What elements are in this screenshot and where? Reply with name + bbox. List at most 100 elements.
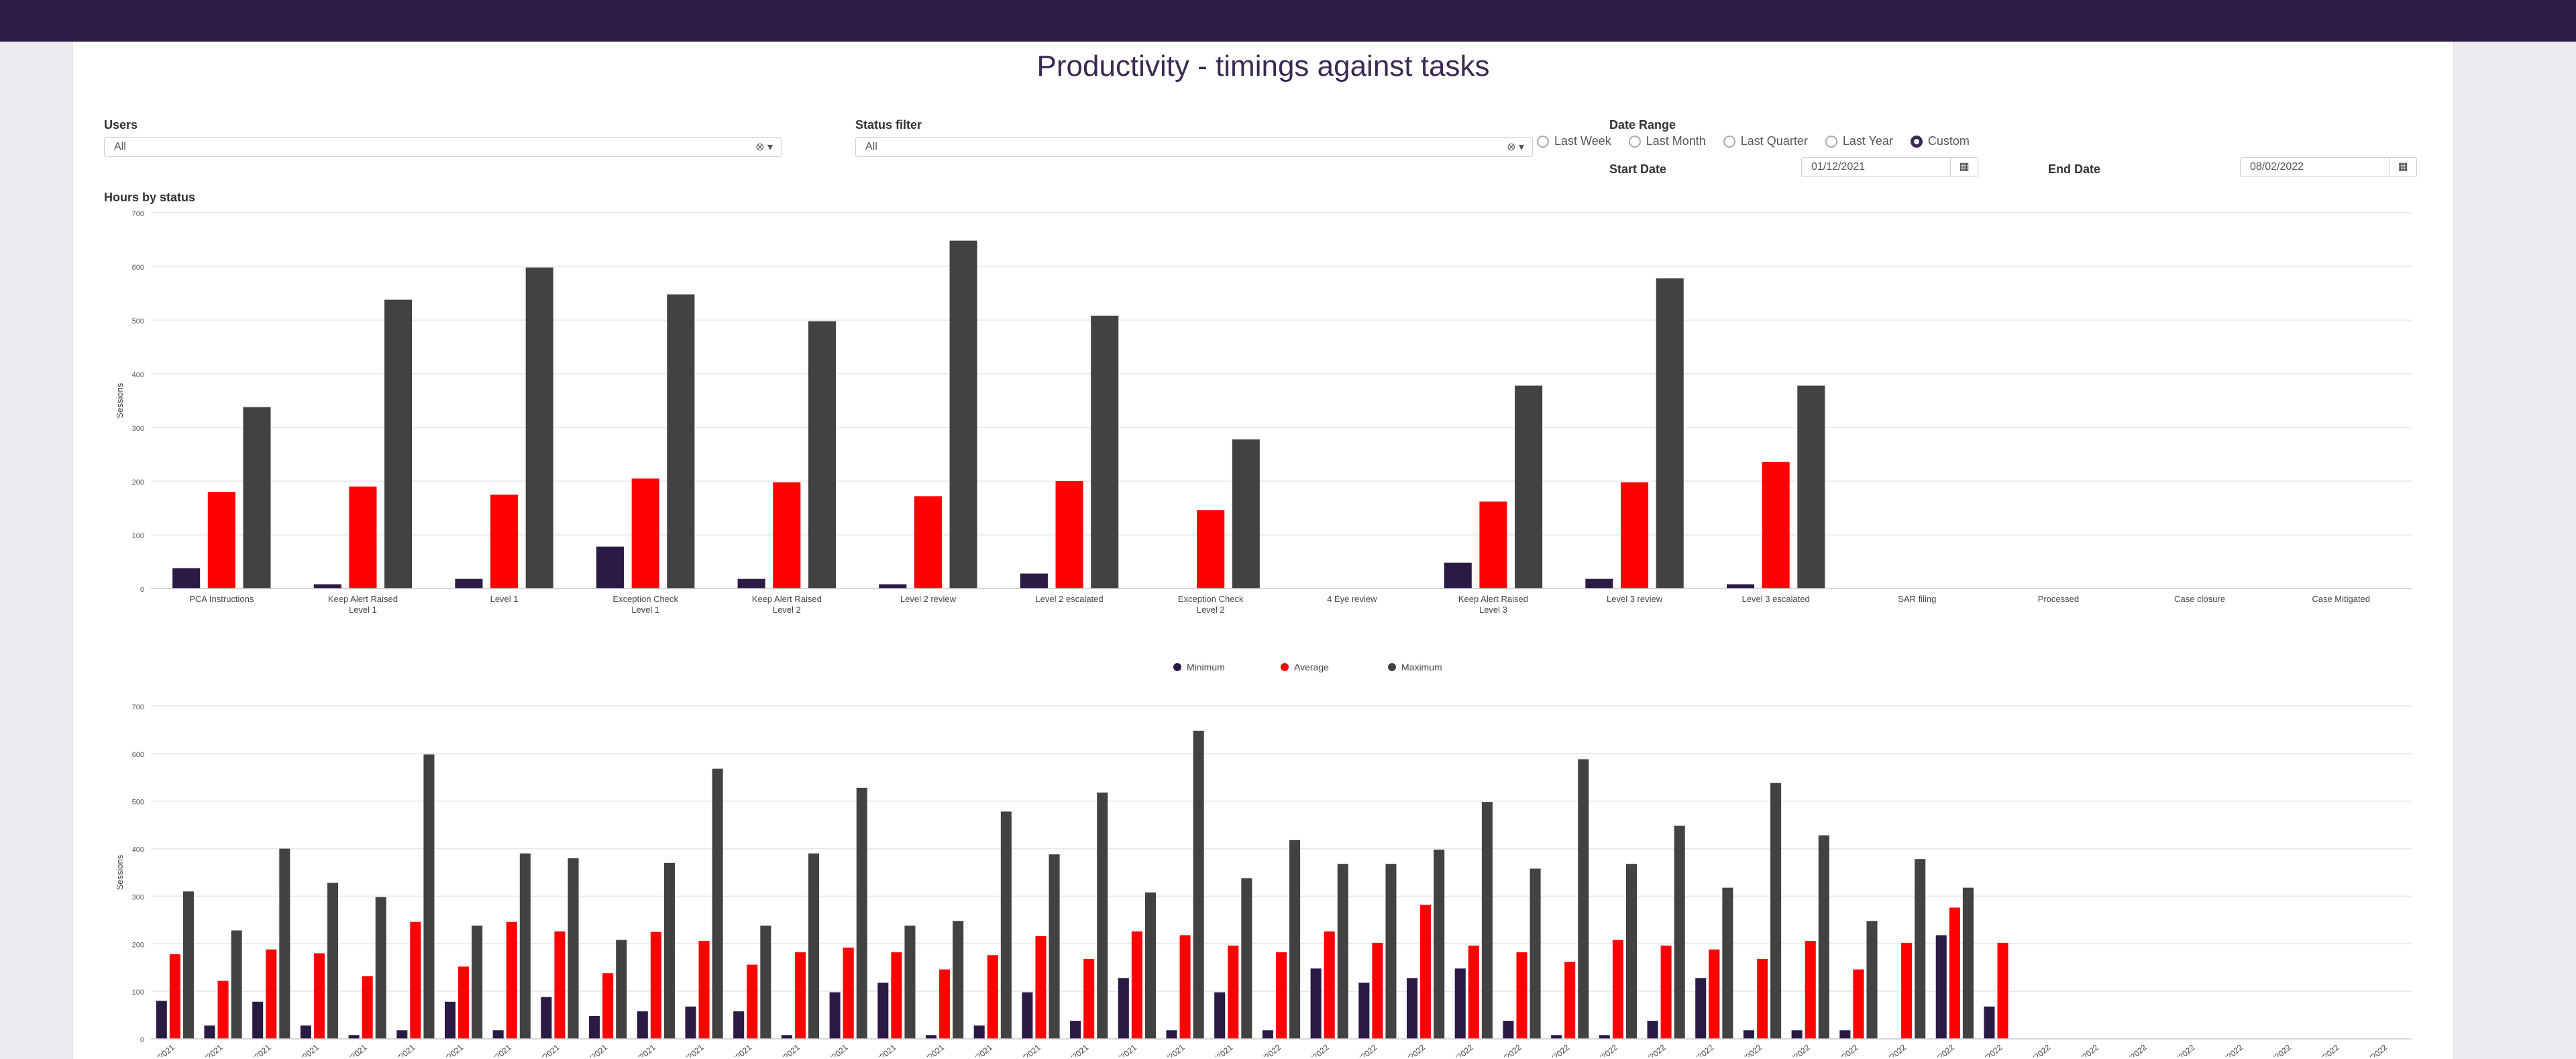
bar-minimum[interactable]: [444, 1001, 456, 1039]
bar-minimum[interactable]: [877, 982, 889, 1039]
bar-maximum[interactable]: [1578, 759, 1589, 1039]
bar-average[interactable]: [362, 976, 373, 1039]
bar-average[interactable]: [747, 964, 758, 1039]
bar-maximum[interactable]: [1625, 864, 1638, 1039]
bar-maximum[interactable]: [808, 321, 837, 589]
chevron-down-icon[interactable]: ⊗ ▾: [755, 142, 773, 153]
radio-custom[interactable]: Custom: [1910, 134, 1970, 148]
bar-minimum[interactable]: [1726, 584, 1755, 589]
radio-last-week[interactable]: Last Week: [1537, 134, 1611, 148]
bar-maximum[interactable]: [1481, 802, 1493, 1039]
bar-minimum[interactable]: [733, 1011, 745, 1039]
radio-last-year[interactable]: Last Year: [1825, 134, 1893, 148]
bar-average[interactable]: [843, 947, 854, 1039]
bar-minimum[interactable]: [1358, 982, 1370, 1039]
bar-maximum[interactable]: [384, 299, 413, 589]
bar-minimum[interactable]: [589, 1015, 600, 1039]
bar-maximum[interactable]: [1866, 921, 1878, 1039]
bar-maximum[interactable]: [327, 882, 339, 1039]
bar-minimum[interactable]: [313, 584, 341, 589]
bar-average[interactable]: [1997, 942, 2008, 1039]
bar-average[interactable]: [794, 952, 806, 1039]
bar-average[interactable]: [1324, 931, 1335, 1039]
bar-average[interactable]: [1228, 946, 1239, 1039]
legend-label-average[interactable]: Average: [1294, 662, 1329, 672]
bar-minimum[interactable]: [637, 1011, 648, 1039]
bar-minimum[interactable]: [1070, 1021, 1081, 1039]
bar-average[interactable]: [602, 973, 614, 1039]
radio-last-quarter[interactable]: Last Quarter: [1723, 134, 1808, 148]
bar-average[interactable]: [1853, 969, 1864, 1039]
status-filter-select[interactable]: All ⊗ ▾: [855, 137, 1533, 157]
bar-average[interactable]: [1083, 958, 1095, 1039]
bar-average[interactable]: [914, 496, 942, 589]
bar-minimum[interactable]: [1214, 992, 1226, 1039]
bar-maximum[interactable]: [375, 897, 386, 1039]
bar-average[interactable]: [1621, 482, 1649, 589]
bar-average[interactable]: [1805, 941, 1816, 1039]
bar-maximum[interactable]: [1674, 825, 1685, 1039]
bar-minimum[interactable]: [829, 992, 841, 1039]
bar-average[interactable]: [266, 949, 277, 1039]
bar-minimum[interactable]: [156, 1001, 167, 1039]
bar-maximum[interactable]: [568, 858, 579, 1039]
users-select[interactable]: All ⊗ ▾: [104, 137, 782, 157]
bar-maximum[interactable]: [1144, 892, 1157, 1039]
calendar-icon[interactable]: ▦: [1950, 158, 1978, 176]
bar-average[interactable]: [650, 931, 661, 1039]
bar-maximum[interactable]: [1962, 887, 1974, 1039]
bar-maximum[interactable]: [667, 294, 695, 589]
bar-maximum[interactable]: [1434, 849, 1445, 1039]
calendar-icon[interactable]: ▦: [2389, 158, 2416, 176]
bar-maximum[interactable]: [1818, 835, 1829, 1039]
bar-average[interactable]: [987, 955, 998, 1039]
bar-average[interactable]: [1275, 952, 1287, 1039]
bar-minimum[interactable]: [1839, 1030, 1851, 1039]
bar-minimum[interactable]: [1743, 1030, 1754, 1039]
bar-minimum[interactable]: [1791, 1030, 1803, 1039]
bar-minimum[interactable]: [1166, 1030, 1177, 1039]
bar-maximum[interactable]: [712, 768, 723, 1039]
radio-last-month[interactable]: Last Month: [1628, 134, 1706, 148]
bar-average[interactable]: [939, 969, 951, 1039]
bar-average[interactable]: [1055, 481, 1083, 589]
bar-average[interactable]: [410, 921, 421, 1039]
bar-minimum[interactable]: [1118, 978, 1129, 1039]
bar-maximum[interactable]: [1193, 730, 1204, 1039]
end-date-input[interactable]: 08/02/2022 ▦: [2240, 157, 2417, 177]
bar-average[interactable]: [1762, 462, 1790, 589]
bar-maximum[interactable]: [525, 267, 553, 589]
bar-maximum[interactable]: [953, 921, 964, 1039]
bar-minimum[interactable]: [204, 1025, 215, 1039]
bar-maximum[interactable]: [808, 853, 820, 1039]
bar-minimum[interactable]: [596, 546, 625, 589]
bar-maximum[interactable]: [1770, 783, 1782, 1039]
bar-average[interactable]: [554, 931, 566, 1039]
bar-average[interactable]: [1179, 935, 1191, 1039]
bar-maximum[interactable]: [1049, 854, 1060, 1039]
legend-label-maximum[interactable]: Maximum: [1401, 662, 1442, 672]
bar-minimum[interactable]: [737, 578, 765, 589]
bar-average[interactable]: [698, 941, 710, 1039]
bar-average[interactable]: [1660, 946, 1672, 1039]
bar-minimum[interactable]: [1406, 978, 1418, 1039]
bar-maximum[interactable]: [231, 930, 242, 1039]
bar-minimum[interactable]: [1020, 573, 1048, 589]
bar-minimum[interactable]: [1984, 1006, 1995, 1039]
bar-minimum[interactable]: [1310, 968, 1322, 1039]
bar-maximum[interactable]: [1797, 385, 1825, 589]
bar-maximum[interactable]: [243, 407, 271, 589]
bar-average[interactable]: [1372, 942, 1383, 1039]
bar-average[interactable]: [506, 921, 517, 1039]
bar-minimum[interactable]: [1585, 578, 1613, 589]
bar-average[interactable]: [458, 966, 470, 1039]
bar-minimum[interactable]: [1454, 968, 1466, 1039]
bar-minimum[interactable]: [781, 1035, 792, 1039]
start-date-input[interactable]: 01/12/2021 ▦: [1801, 157, 1978, 177]
bar-minimum[interactable]: [300, 1025, 311, 1039]
bar-maximum[interactable]: [182, 891, 194, 1039]
bar-minimum[interactable]: [1262, 1030, 1273, 1039]
bar-average[interactable]: [1901, 942, 1913, 1039]
bar-average[interactable]: [1516, 952, 1527, 1039]
bar-minimum[interactable]: [1647, 1021, 1658, 1039]
